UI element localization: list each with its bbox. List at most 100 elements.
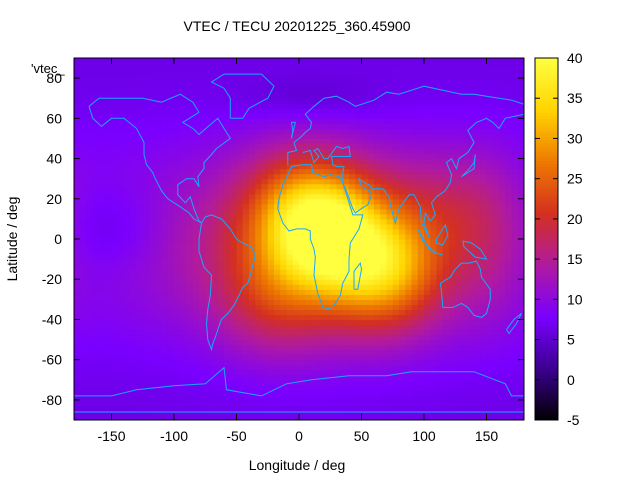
heatmap-cell (355, 289, 363, 295)
heatmap-cell (236, 113, 244, 119)
heatmap-cell (430, 384, 438, 391)
heatmap-cell (211, 274, 219, 280)
heatmap-cell (492, 58, 500, 64)
heatmap-cell (436, 244, 444, 250)
heatmap-cell (192, 374, 200, 381)
heatmap-cell (242, 93, 250, 99)
heatmap-cell (105, 309, 113, 316)
heatmap-cell (230, 183, 238, 190)
heatmap-cell (405, 168, 413, 175)
heatmap-cell (442, 254, 450, 260)
heatmap-cell (224, 58, 231, 64)
heatmap-cell (117, 153, 125, 160)
heatmap-cell (261, 354, 269, 361)
heatmap-cell (199, 359, 206, 366)
heatmap-cell (392, 143, 400, 150)
heatmap-cell (236, 344, 244, 351)
heatmap-cell (155, 284, 163, 290)
heatmap-cell (211, 113, 219, 119)
heatmap-cell (499, 374, 506, 381)
heatmap-cell (92, 394, 100, 401)
heatmap-cell (461, 113, 469, 119)
heatmap-cell (486, 339, 494, 346)
heatmap-cell (449, 168, 456, 175)
heatmap-cell (136, 269, 144, 275)
heatmap-cell (242, 359, 250, 366)
heatmap-cell (474, 88, 481, 94)
heatmap-cell (455, 58, 463, 64)
heatmap-cell (80, 83, 88, 89)
heatmap-cell (180, 339, 188, 346)
heatmap-cell (467, 178, 475, 185)
heatmap-cell (242, 264, 250, 270)
heatmap-cell (99, 198, 106, 205)
heatmap-cell (292, 63, 300, 69)
heatmap-cell (286, 193, 294, 200)
heatmap-cell (111, 228, 119, 235)
heatmap-cell (92, 324, 100, 331)
heatmap-cell (174, 284, 181, 290)
heatmap-cell (399, 223, 406, 230)
heatmap-cell (292, 249, 300, 255)
heatmap-cell (161, 108, 169, 114)
heatmap-cell (336, 329, 344, 336)
heatmap-cell (111, 203, 119, 210)
heatmap-cell (74, 359, 81, 366)
heatmap-cell (467, 118, 475, 124)
heatmap-cell (267, 319, 275, 326)
heatmap-cell (236, 98, 244, 104)
heatmap-cell (261, 113, 269, 119)
heatmap-cell (105, 198, 113, 205)
heatmap-cell (92, 384, 100, 391)
heatmap-cell (367, 228, 375, 235)
heatmap-cell (217, 228, 225, 235)
heatmap-cell (249, 254, 256, 260)
heatmap-cell (186, 239, 194, 245)
heatmap-cell (405, 223, 413, 230)
heatmap-cell (324, 259, 331, 265)
heatmap-cell (255, 173, 263, 180)
heatmap-cell (167, 414, 175, 420)
heatmap-cell (236, 103, 244, 109)
heatmap-cell (174, 208, 181, 215)
heatmap-cell (149, 269, 156, 275)
heatmap-cell (249, 153, 256, 160)
heatmap-cell (424, 93, 431, 99)
heatmap-cell (261, 264, 269, 270)
heatmap-cell (342, 58, 350, 64)
heatmap-cell (167, 58, 175, 64)
heatmap-cell (155, 389, 163, 396)
heatmap-cell (242, 329, 250, 336)
heatmap-cell (111, 374, 119, 381)
heatmap-cell (211, 198, 219, 205)
heatmap-cell (311, 239, 319, 245)
heatmap-cell (367, 158, 375, 165)
heatmap-cell (224, 239, 231, 245)
heatmap-cell (349, 168, 356, 175)
heatmap-cell (380, 409, 388, 416)
heatmap-cell (217, 108, 225, 114)
heatmap-cell (480, 314, 488, 321)
heatmap-cell (455, 359, 463, 366)
heatmap-cell (455, 163, 463, 170)
heatmap-cell (180, 128, 188, 135)
heatmap-cell (130, 63, 138, 69)
heatmap-cell (211, 63, 219, 69)
heatmap-cell (424, 239, 431, 245)
heatmap-cell (349, 103, 356, 109)
heatmap-cell (374, 299, 381, 305)
heatmap-cell (186, 294, 194, 300)
heatmap-cell (405, 228, 413, 235)
heatmap-cell (180, 218, 188, 225)
heatmap-cell (74, 228, 81, 235)
heatmap-cell (180, 153, 188, 160)
heatmap-cell (111, 319, 119, 326)
heatmap-cell (280, 148, 288, 155)
heatmap-cell (236, 274, 244, 280)
heatmap-cell (311, 384, 319, 391)
heatmap-cell (117, 324, 125, 331)
heatmap-cell (374, 133, 381, 140)
heatmap-cell (280, 384, 288, 391)
heatmap-cell (324, 404, 331, 411)
heatmap-cell (242, 239, 250, 245)
